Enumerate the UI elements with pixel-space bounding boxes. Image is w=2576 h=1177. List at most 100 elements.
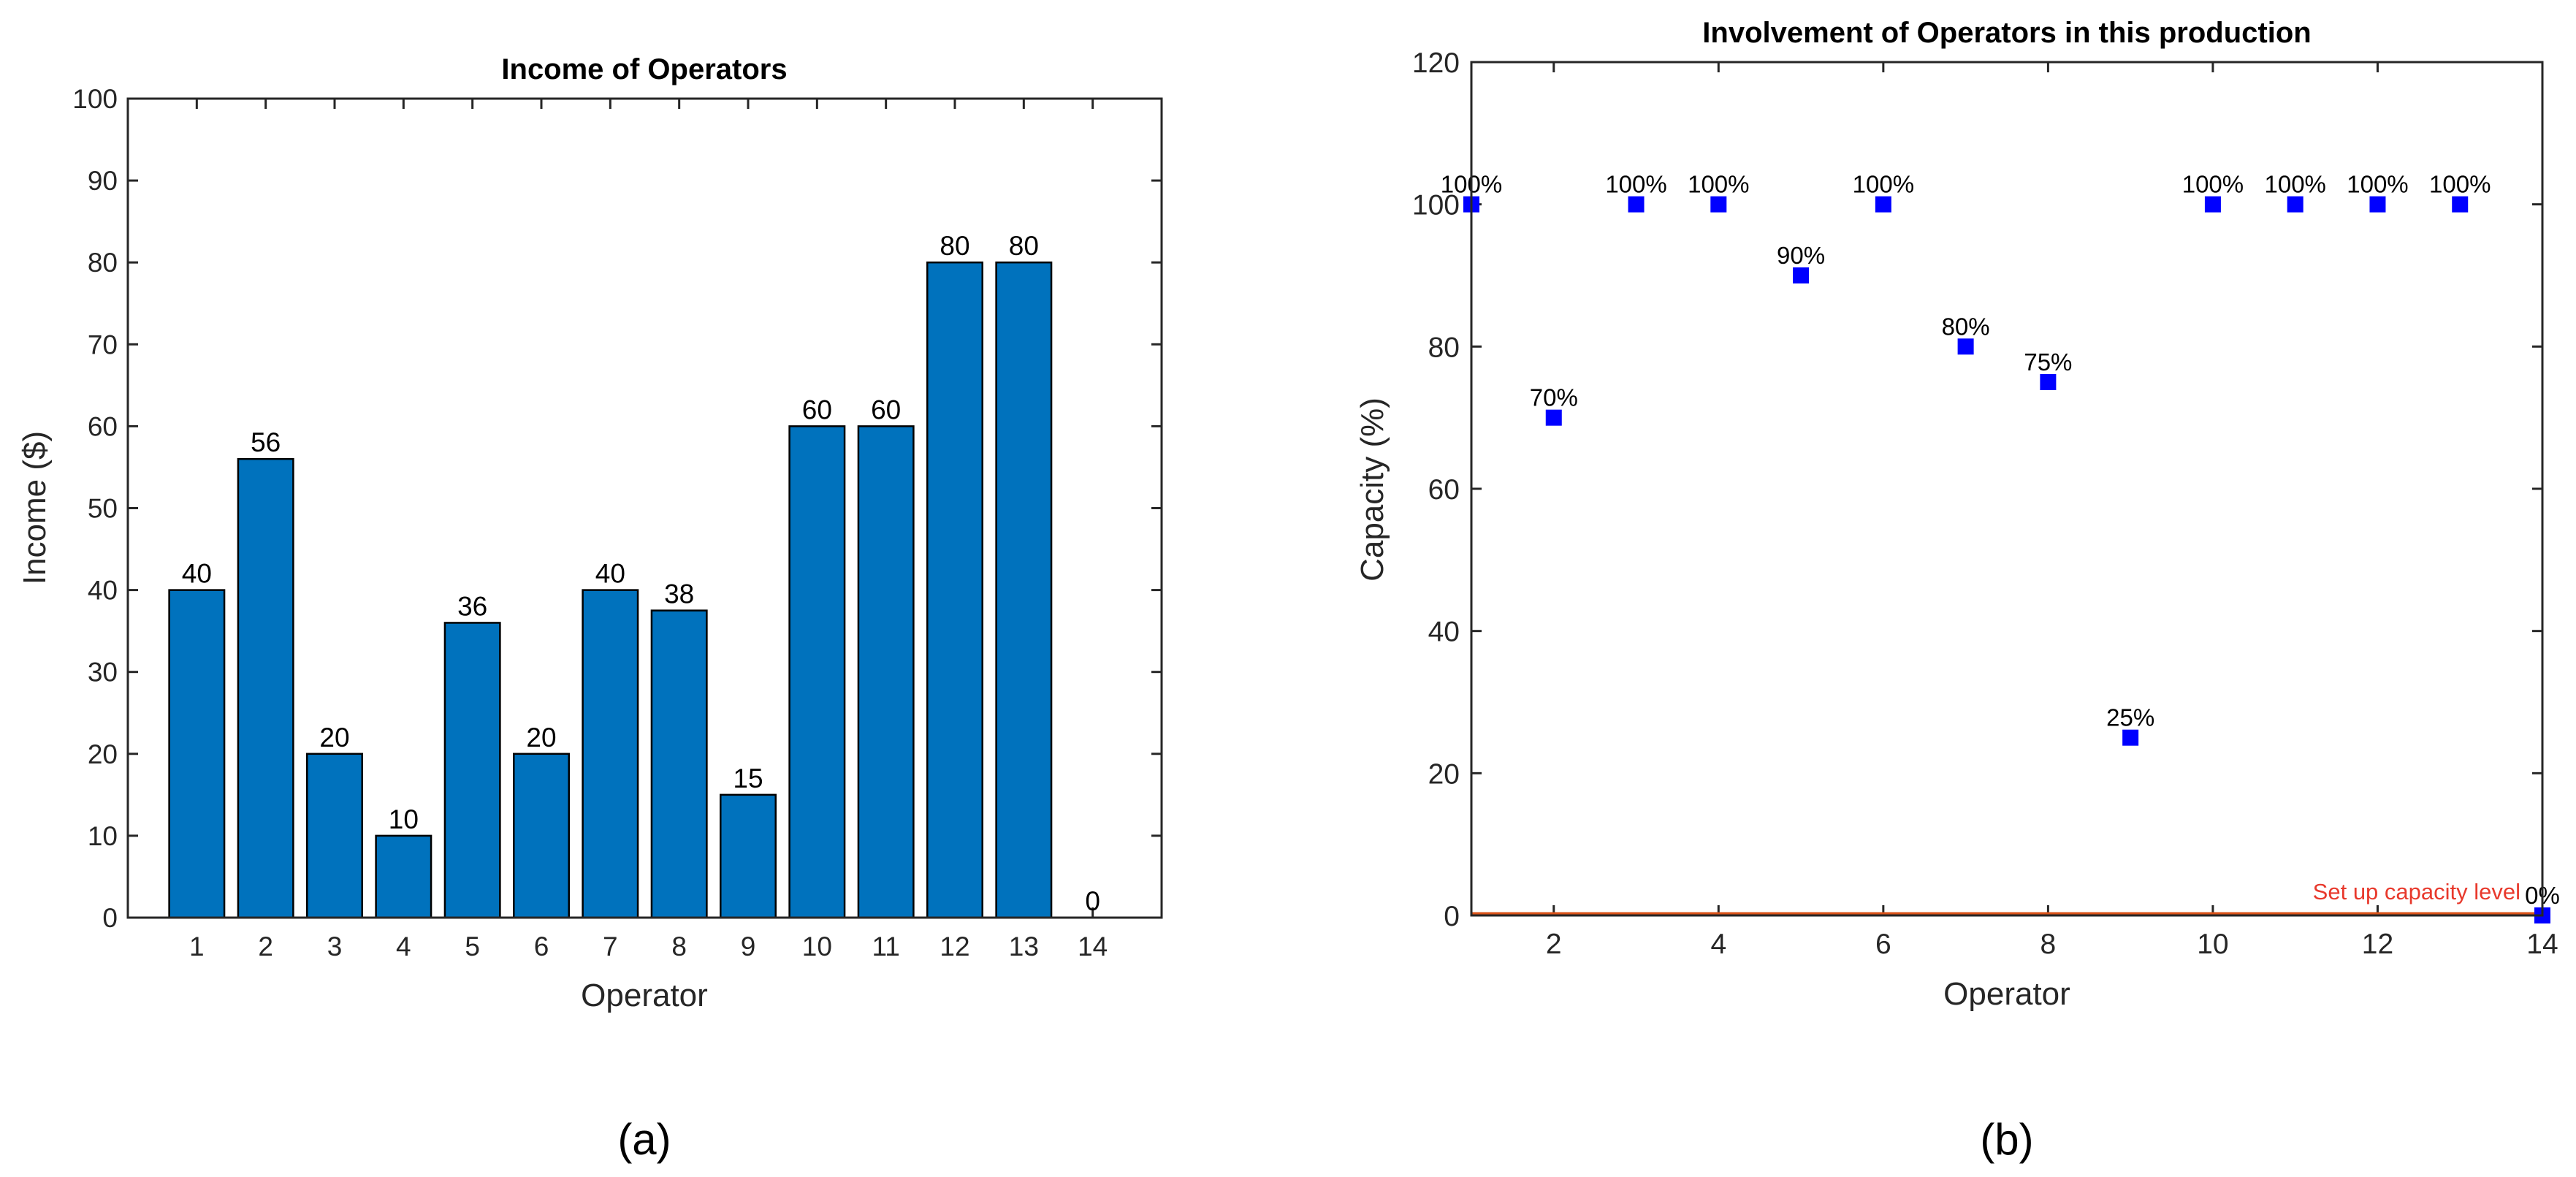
point-data-label: 100% [1853,171,1914,198]
bar-data-label: 56 [251,427,281,457]
x-tick-label: 10 [802,932,832,961]
bar [788,425,846,919]
chart-b-title: Involvement of Operators in this product… [1702,17,2311,49]
chart-a-bars [168,261,1053,919]
bar [650,609,708,919]
y-tick-label: 10 [88,821,118,851]
point-data-label: 100% [2347,171,2408,198]
bar-data-label: 20 [319,723,349,753]
bar-data-label: 20 [526,723,556,753]
chart-a-title: Income of Operators [501,53,787,85]
chart-a-axes-box [126,97,1163,919]
point-data-label: 70% [1530,384,1578,411]
y-tick-label: 40 [88,576,118,606]
bar-data-label: 36 [457,591,487,621]
bar-data-label: 10 [389,804,419,834]
x-tick-label: 14 [2526,929,2558,960]
chart-b-plot-area [1471,62,2542,915]
x-tick-label: 8 [671,932,687,961]
x-tick-label: 2 [258,932,273,961]
bar [168,589,226,919]
y-tick-label: 70 [88,330,118,359]
chart-b-reference-line-group: Set up capacity level [1471,879,2542,915]
x-tick-label: 9 [741,932,756,961]
reference-line-label: Set up capacity level [2313,879,2520,904]
x-tick-label: 8 [2040,929,2057,960]
point-data-label: 100% [2429,171,2491,198]
x-tick-label: 12 [940,932,969,961]
y-tick-label: 90 [88,166,118,196]
bar-data-label: 40 [595,559,625,589]
chart-b-xlabel: Operator [1943,976,2070,1012]
y-tick-label: 80 [88,248,118,278]
chart-b-x-ticks: 2 4 6 8 10 12 14 [1546,62,2558,960]
point-data-label: 25% [2106,704,2154,731]
scatter-point [2369,196,2386,213]
scatter-point [1628,196,1645,213]
scatter-point [1710,196,1727,213]
x-tick-label: 2 [1546,929,1562,960]
x-tick-label: 4 [396,932,411,961]
x-tick-label: 11 [872,932,899,961]
bar [237,457,294,919]
y-tick-label: 100 [1412,190,1460,221]
bar-data-label: 15 [733,763,763,793]
bar-data-label: 40 [182,559,212,589]
scatter-point [2040,374,2057,390]
x-tick-label: 13 [1009,932,1039,961]
x-tick-label: 10 [2197,929,2228,960]
x-tick-label: 6 [1875,929,1891,960]
point-data-label: 100% [1688,171,1749,198]
bar [375,834,432,919]
panel-label-a: (a) [617,1115,671,1164]
chart-b-ylabel: Capacity (%) [1354,397,1390,582]
bar [926,261,983,919]
scatter-point [1875,196,1891,213]
x-tick-label: 5 [465,932,480,961]
scatter-point [1545,409,1562,426]
y-tick-label: 60 [88,411,118,441]
y-tick-label: 80 [1428,332,1460,363]
point-data-label: 100% [2264,171,2325,198]
scatter-point [1957,338,1974,355]
bar [720,793,777,919]
chart-a-ylabel: Income ($) [17,431,53,584]
scatter-point [2204,196,2221,213]
bar-data-label: 60 [802,395,832,424]
chart-b-axes-box [1470,61,2544,917]
x-tick-label: 1 [189,932,205,961]
bar-data-label: 80 [940,231,969,261]
x-tick-label: 6 [534,932,549,961]
y-tick-label: 50 [88,494,118,524]
bar-data-label: 0 [1085,886,1100,916]
chart-b-data-labels: 100% 70% 100% 100% 90% 100% 80% 75% 25% 100% 100% 1… [1441,171,2560,909]
chart-b-points [1463,196,2550,923]
y-tick-label: 0 [1444,901,1460,932]
x-tick-label: 3 [327,932,343,961]
bar [443,622,501,919]
y-tick-label: 60 [1428,474,1460,506]
bar [857,425,915,919]
bar-data-label: 80 [1009,231,1039,261]
x-tick-label: 14 [1078,932,1108,961]
bar [306,753,363,919]
x-tick-label: 4 [1710,929,1726,960]
chart-a-x-ticks: 1 2 3 4 5 6 7 8 9 10 11 12 13 14 [189,99,1108,961]
y-tick-label: 20 [88,739,118,769]
bar [582,589,639,919]
y-tick-label: 0 [102,903,118,933]
bar-data-label: 38 [664,579,694,609]
point-data-label: 100% [1605,171,1666,198]
y-tick-label: 100 [72,84,118,114]
scatter-point [2452,196,2469,213]
bar-data-label: 60 [871,395,901,424]
scatter-point [1793,267,1810,283]
bar [995,261,1053,919]
y-tick-label: 30 [88,658,118,687]
point-data-label: 80% [1942,313,1990,340]
bar [513,753,570,919]
scatter-point [2122,729,2139,746]
x-tick-label: 7 [603,932,618,961]
